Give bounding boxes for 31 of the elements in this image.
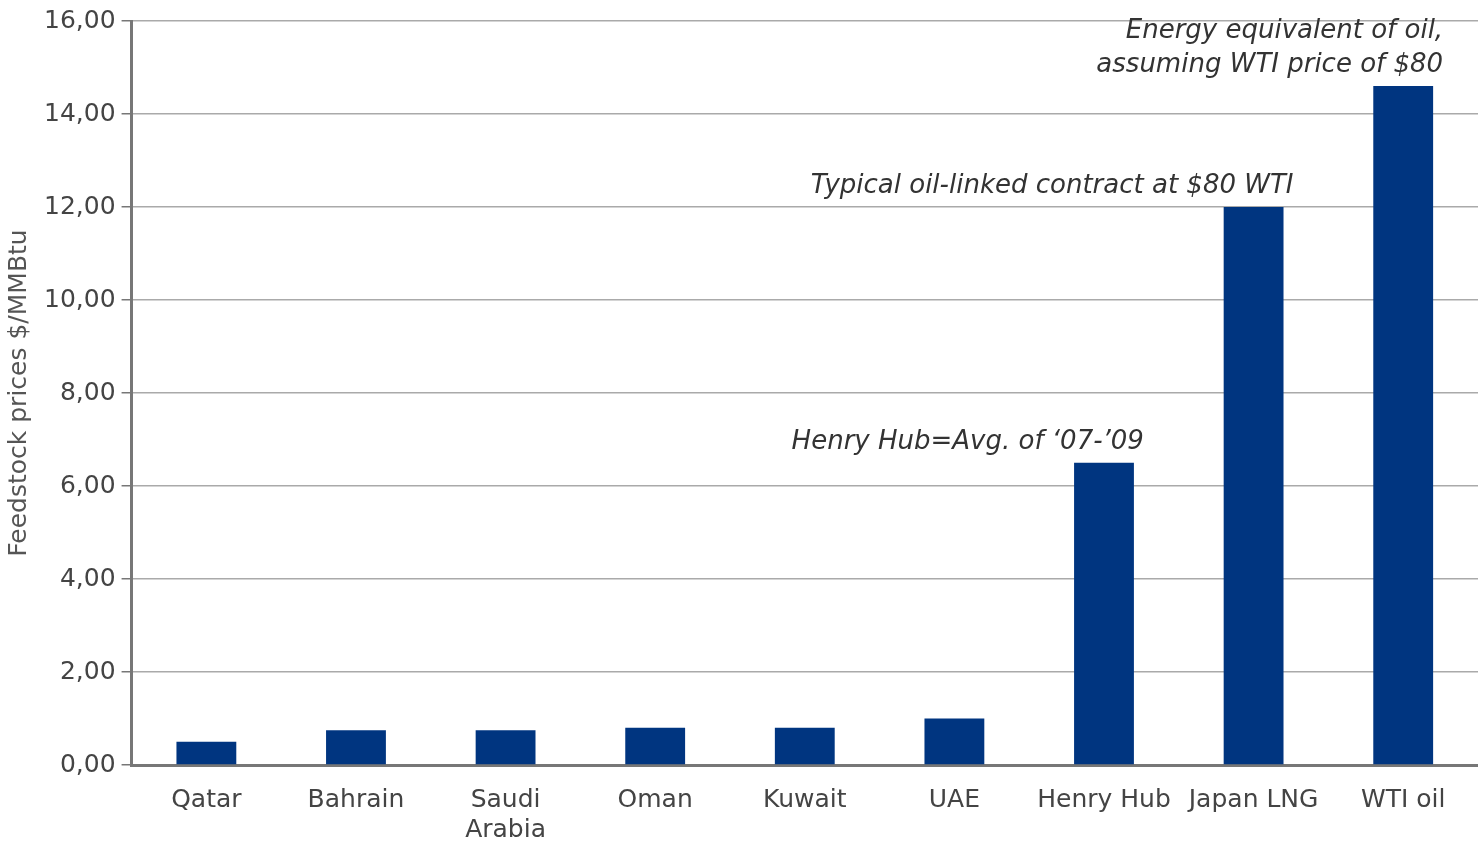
x-tick-label: Japan LNG bbox=[1186, 783, 1319, 813]
bar bbox=[326, 730, 386, 765]
x-tick-label: WTI oil bbox=[1360, 783, 1446, 813]
bar bbox=[774, 727, 835, 765]
annotation: Typical oil-linked contract at $80 WTI bbox=[810, 169, 1294, 199]
bar bbox=[1373, 86, 1434, 765]
y-tick-label: 0,00 bbox=[59, 748, 116, 778]
annotation: Henry Hub=Avg. of ‘07-’09 bbox=[791, 424, 1144, 455]
y-tick-label: 14,00 bbox=[43, 97, 116, 127]
bar bbox=[1074, 462, 1134, 765]
y-tick-label: 4,00 bbox=[59, 562, 116, 592]
annotation: Energy equivalent of oil, assuming WTI price of $80 bbox=[1096, 14, 1444, 79]
bar bbox=[924, 718, 985, 765]
bar bbox=[1223, 207, 1284, 765]
y-tick-label: 2,00 bbox=[59, 655, 116, 685]
y-tick-label: 6,00 bbox=[59, 469, 116, 499]
y-tick-label: 12,00 bbox=[43, 190, 116, 220]
x-tick-label: Oman bbox=[617, 783, 693, 813]
y-tick-label: 10,00 bbox=[43, 283, 116, 313]
bar bbox=[176, 741, 237, 765]
x-tick-label: Saudi Arabia bbox=[465, 783, 546, 843]
y-tick-label: 8,00 bbox=[59, 376, 116, 406]
y-tick-label: 16,00 bbox=[43, 4, 116, 34]
bar bbox=[625, 727, 686, 765]
x-tick-label: Bahrain bbox=[307, 783, 405, 813]
x-tick-label: UAE bbox=[928, 783, 980, 813]
x-tick-label: Henry Hub bbox=[1037, 783, 1171, 813]
y-axis-title: Feedstock prices $/MMBtu bbox=[2, 229, 32, 557]
bar bbox=[475, 730, 536, 765]
x-tick-label: Kuwait bbox=[763, 783, 847, 813]
x-tick-label: Qatar bbox=[171, 783, 243, 813]
